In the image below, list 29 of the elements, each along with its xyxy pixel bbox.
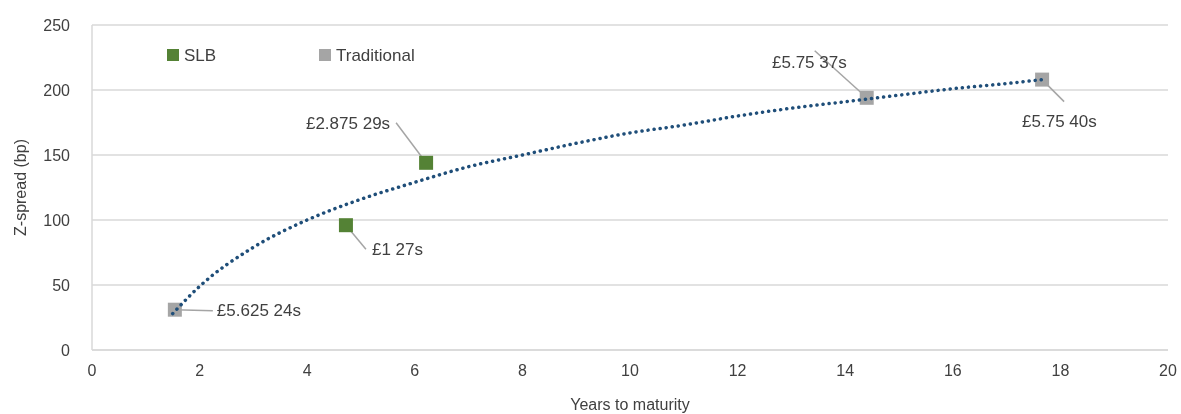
y-tick-label: 50 — [52, 276, 71, 294]
x-tick-label: 2 — [195, 362, 205, 379]
y-tick-label: 0 — [61, 341, 71, 359]
x-tick-label: 4 — [302, 362, 312, 379]
x-tick-label: 18 — [1051, 362, 1070, 379]
y-tick-label: 250 — [43, 16, 71, 34]
annotation: £1 27s — [371, 240, 423, 260]
annotation: £2.875 29s — [305, 113, 391, 133]
annotation: £5.625 24s — [216, 300, 301, 320]
x-tick-label: 8 — [517, 362, 527, 379]
point — [1035, 72, 1050, 87]
y-axis-title: Z-spread (bp) — [12, 139, 29, 236]
x-tick-label: 10 — [621, 362, 639, 379]
y-tick-label: 150 — [43, 146, 71, 164]
legend-label: Traditional — [336, 45, 415, 65]
point — [419, 155, 434, 170]
x-axis-title: Years to maturity — [570, 396, 690, 413]
x-tick-label: 0 — [87, 362, 97, 379]
y-tick-label: 100 — [43, 211, 71, 229]
x-tick-label: 12 — [728, 362, 747, 379]
point — [338, 218, 353, 233]
x-tick-label: 16 — [943, 362, 962, 379]
y-tick-label: 200 — [43, 81, 71, 99]
x-tick-label: 14 — [836, 362, 855, 379]
legend-label: SLB — [184, 45, 217, 65]
x-tick-label: 20 — [1159, 362, 1177, 379]
annotation: £5.75 40s — [1022, 111, 1097, 131]
x-tick-label: 6 — [410, 362, 420, 379]
annotation: £5.75 37s — [772, 52, 847, 72]
